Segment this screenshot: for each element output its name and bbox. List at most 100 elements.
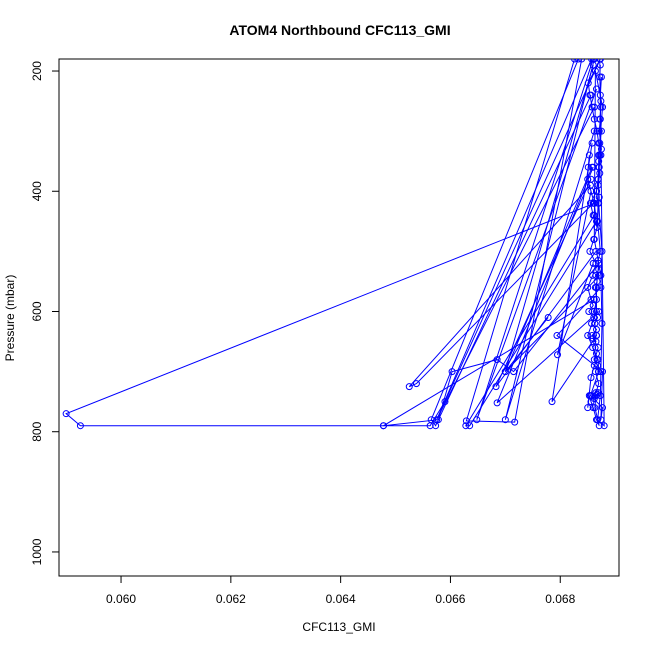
x-tick-label: 0.066 bbox=[435, 592, 465, 606]
y-tick-label: 400 bbox=[30, 181, 44, 201]
data-point bbox=[588, 320, 596, 328]
data-point bbox=[571, 59, 579, 63]
data-point bbox=[587, 175, 595, 183]
data-point bbox=[597, 368, 605, 376]
data-point bbox=[585, 307, 593, 315]
x-tick-label: 0.060 bbox=[106, 592, 136, 606]
data-point bbox=[590, 362, 598, 370]
data-point bbox=[590, 235, 598, 243]
series-line bbox=[65, 202, 595, 427]
series-line bbox=[495, 179, 597, 387]
data-point bbox=[584, 283, 592, 291]
data-point bbox=[492, 383, 500, 391]
data-point bbox=[592, 85, 600, 93]
data-point bbox=[441, 398, 449, 406]
series-line bbox=[436, 59, 595, 420]
data-point bbox=[379, 422, 387, 430]
data-point bbox=[596, 59, 604, 63]
data-point bbox=[594, 175, 602, 183]
series-line bbox=[504, 59, 595, 420]
data-point bbox=[595, 139, 603, 147]
data-point bbox=[597, 73, 605, 81]
data-point bbox=[596, 115, 604, 123]
series-12 bbox=[548, 139, 600, 406]
x-axis: 0.060 0.062 0.064 0.066 0.068 bbox=[106, 576, 576, 606]
data-point bbox=[62, 410, 70, 418]
series-11 bbox=[492, 175, 600, 391]
data-point bbox=[586, 392, 594, 400]
data-point bbox=[600, 422, 608, 430]
data-point bbox=[590, 115, 598, 123]
series-line bbox=[465, 59, 583, 423]
data-point bbox=[596, 392, 604, 400]
series-line bbox=[408, 184, 594, 388]
data-point bbox=[592, 247, 600, 255]
plot-frame bbox=[58, 58, 620, 577]
y-tick-label: 1000 bbox=[30, 538, 44, 565]
series-layer bbox=[62, 59, 608, 430]
series-10 bbox=[501, 163, 604, 376]
data-point bbox=[548, 398, 556, 406]
series-line bbox=[504, 167, 601, 372]
data-point bbox=[590, 295, 598, 303]
data-point bbox=[574, 59, 582, 63]
series-line bbox=[496, 167, 600, 404]
series-14 bbox=[62, 199, 598, 430]
data-point bbox=[473, 416, 481, 424]
data-point bbox=[587, 187, 595, 195]
data-point bbox=[590, 211, 598, 219]
data-point bbox=[584, 404, 592, 412]
data-point bbox=[553, 332, 561, 340]
series-16 bbox=[433, 59, 598, 424]
series-4 bbox=[462, 59, 586, 426]
data-point bbox=[597, 283, 605, 291]
data-point bbox=[595, 259, 603, 267]
data-point bbox=[588, 139, 596, 147]
data-point bbox=[584, 332, 592, 340]
data-point bbox=[592, 332, 600, 340]
data-point bbox=[544, 314, 552, 321]
data-point bbox=[76, 422, 84, 430]
chart-title: ATOM4 Northbound CFC113_GMI bbox=[229, 22, 450, 38]
data-point bbox=[594, 416, 602, 424]
data-point bbox=[595, 307, 603, 315]
data-point bbox=[597, 416, 605, 424]
data-point bbox=[405, 383, 413, 391]
series-line bbox=[551, 143, 597, 402]
data-point bbox=[462, 422, 470, 430]
data-point bbox=[412, 380, 420, 388]
y-tick-label: 600 bbox=[30, 301, 44, 321]
data-point bbox=[598, 320, 606, 328]
data-point bbox=[597, 127, 605, 135]
series-1 bbox=[379, 59, 608, 430]
series-line bbox=[557, 191, 594, 355]
series-8 bbox=[462, 211, 600, 430]
x-tick-label: 0.064 bbox=[326, 592, 356, 606]
data-point bbox=[592, 217, 600, 225]
data-point bbox=[592, 392, 600, 400]
data-point bbox=[590, 103, 598, 111]
data-point bbox=[433, 416, 441, 424]
data-point bbox=[511, 418, 519, 426]
data-point bbox=[589, 344, 597, 352]
series-line bbox=[476, 59, 597, 420]
x-tick-label: 0.062 bbox=[216, 592, 246, 606]
data-point bbox=[592, 283, 600, 291]
data-point bbox=[590, 199, 598, 207]
y-tick-label: 200 bbox=[30, 61, 44, 81]
series-line bbox=[464, 215, 597, 427]
data-point bbox=[590, 127, 598, 135]
data-point bbox=[599, 103, 607, 111]
data-point bbox=[510, 368, 518, 376]
data-point bbox=[599, 404, 607, 412]
data-point bbox=[596, 151, 604, 159]
data-point bbox=[554, 351, 562, 359]
y-tick-label: 800 bbox=[30, 421, 44, 441]
data-point bbox=[588, 163, 596, 171]
data-point bbox=[578, 59, 586, 63]
data-point bbox=[493, 399, 501, 407]
data-point bbox=[595, 163, 603, 171]
data-point bbox=[588, 103, 596, 111]
data-point bbox=[587, 374, 595, 382]
data-point bbox=[595, 127, 603, 135]
